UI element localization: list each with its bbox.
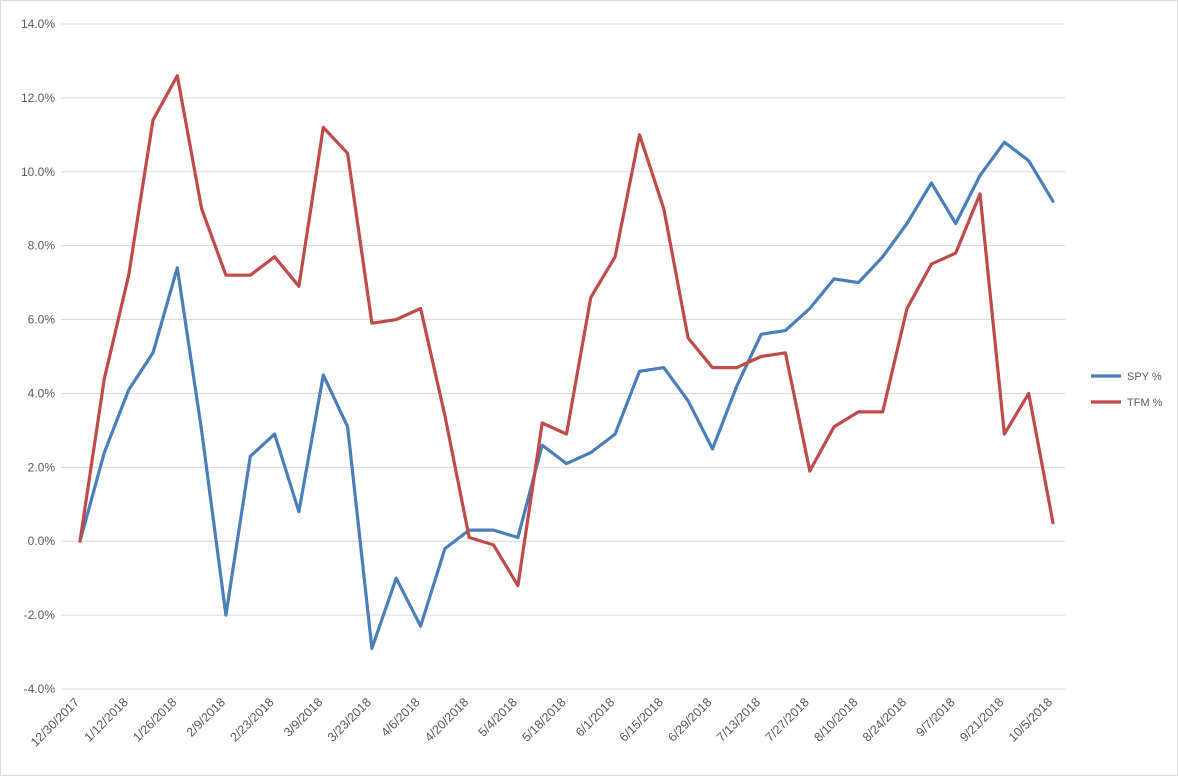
legend-label: SPY % (1127, 371, 1162, 383)
y-tick-label: 4.0% (28, 386, 56, 400)
x-tick-label: 6/29/2018 (665, 695, 714, 744)
x-axis: 12/30/2017 1/12/2018 1/26/2018 2/9/2018 2/23… (28, 695, 1055, 749)
y-tick-label: -4.0% (24, 682, 56, 696)
series-lines (78, 74, 1055, 651)
x-tick-label: 8/24/2018 (860, 695, 909, 744)
series-line-tfm (78, 74, 1055, 588)
y-tick-label: 14.0% (21, 17, 55, 31)
x-tick-label: 2/9/2018 (184, 695, 228, 739)
x-tick-label: 9/21/2018 (957, 695, 1006, 744)
x-tick-label: 9/7/2018 (914, 695, 958, 739)
y-tick-label: 8.0% (28, 239, 56, 253)
x-tick-label: 5/18/2018 (519, 695, 568, 744)
x-tick-label: 7/27/2018 (763, 695, 812, 744)
x-tick-label: 3/9/2018 (281, 695, 325, 739)
x-tick-label: 6/1/2018 (573, 695, 617, 739)
y-tick-label: 2.0% (28, 460, 56, 474)
y-tick-label: -2.0% (24, 608, 56, 622)
y-tick-label: 10.0% (21, 165, 55, 179)
x-tick-label: 3/23/2018 (325, 695, 374, 744)
x-tick-label: 8/10/2018 (811, 695, 860, 744)
x-tick-label: 7/13/2018 (714, 695, 763, 744)
y-tick-label: 12.0% (21, 91, 55, 105)
x-tick-label: 1/26/2018 (130, 695, 179, 744)
legend-item: SPY % (1091, 371, 1162, 383)
series-line-spy (78, 140, 1055, 651)
x-tick-label: 4/20/2018 (422, 695, 471, 744)
y-tick-label: 6.0% (28, 313, 56, 327)
x-tick-label: 6/15/2018 (617, 695, 666, 744)
y-axis: -4.0% -2.0% 0.0% 2.0% 4.0% 6.0% 8.0% 10.0% 12.0%… (21, 17, 55, 696)
y-tick-label: 0.0% (28, 534, 56, 548)
x-tick-label: 4/6/2018 (378, 695, 422, 739)
legend: SPY % TFM % (1091, 371, 1163, 409)
legend-item: TFM % (1091, 397, 1163, 409)
x-tick-label: 10/5/2018 (1006, 695, 1055, 744)
x-tick-label: 12/30/2017 (28, 695, 82, 749)
x-tick-label: 1/12/2018 (82, 695, 131, 744)
x-tick-label: 5/4/2018 (476, 695, 520, 739)
gridlines (61, 23, 1065, 690)
legend-label: TFM % (1127, 397, 1163, 409)
x-tick-label: 2/23/2018 (228, 695, 277, 744)
